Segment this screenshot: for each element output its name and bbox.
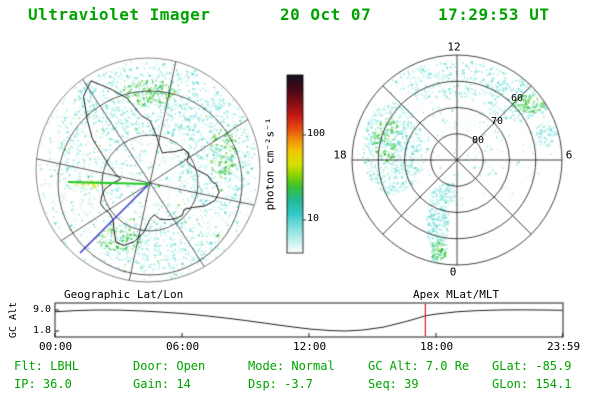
status-ip: IP: 36.0 (14, 377, 72, 391)
xtick-1200: 12:00 (293, 340, 327, 353)
xtick-2359: 23:59 (547, 340, 581, 353)
colorbar-tick-10: 10 (307, 213, 320, 224)
obs-time: 17:29:53 UT (438, 5, 550, 24)
ytick-1-8: 1.8 (32, 325, 51, 336)
status-door: Door: Open (133, 359, 206, 373)
status-mode: Mode: Normal (248, 359, 335, 373)
status-gain: Gain: 14 (133, 377, 191, 391)
status-gc-alt: GC Alt: 7.0 Re (368, 359, 470, 373)
mlt-label-6: 6 (565, 148, 573, 162)
mlat-label-70: 70 (490, 116, 504, 127)
mlt-label-18: 18 (333, 148, 347, 162)
status-dsp: Dsp: -3.7 (248, 377, 314, 391)
status-seq: Seq: 39 (368, 377, 419, 391)
obs-date: 20 Oct 07 (280, 5, 372, 24)
status-glon: GLon: 154.1 (492, 377, 572, 391)
mlt-label-12: 12 (447, 40, 461, 54)
ytick-9-0: 9.0 (32, 304, 51, 315)
mlat-label-80: 80 (471, 135, 485, 146)
colorbar-label: photon cm⁻²s⁻¹ (263, 117, 277, 211)
xtick-0600: 06:00 (166, 340, 200, 353)
colorbar-tick-100: 100 (307, 128, 326, 139)
mlt-label-0: 0 (449, 265, 457, 279)
apex-plot-title: Apex MLat/MLT (413, 288, 500, 301)
status-glat: GLat: -85.9 (492, 359, 572, 373)
xtick-1800: 18:00 (420, 340, 454, 353)
status-flt: Flt: LBHL (14, 359, 80, 373)
gc-alt-axis-label: GC Alt (8, 301, 19, 339)
app-title: Ultraviolet Imager (28, 5, 211, 24)
geo-plot-title: Geographic Lat/Lon (64, 288, 184, 301)
mlat-label-60: 60 (510, 93, 524, 104)
xtick-0000: 00:00 (39, 340, 73, 353)
